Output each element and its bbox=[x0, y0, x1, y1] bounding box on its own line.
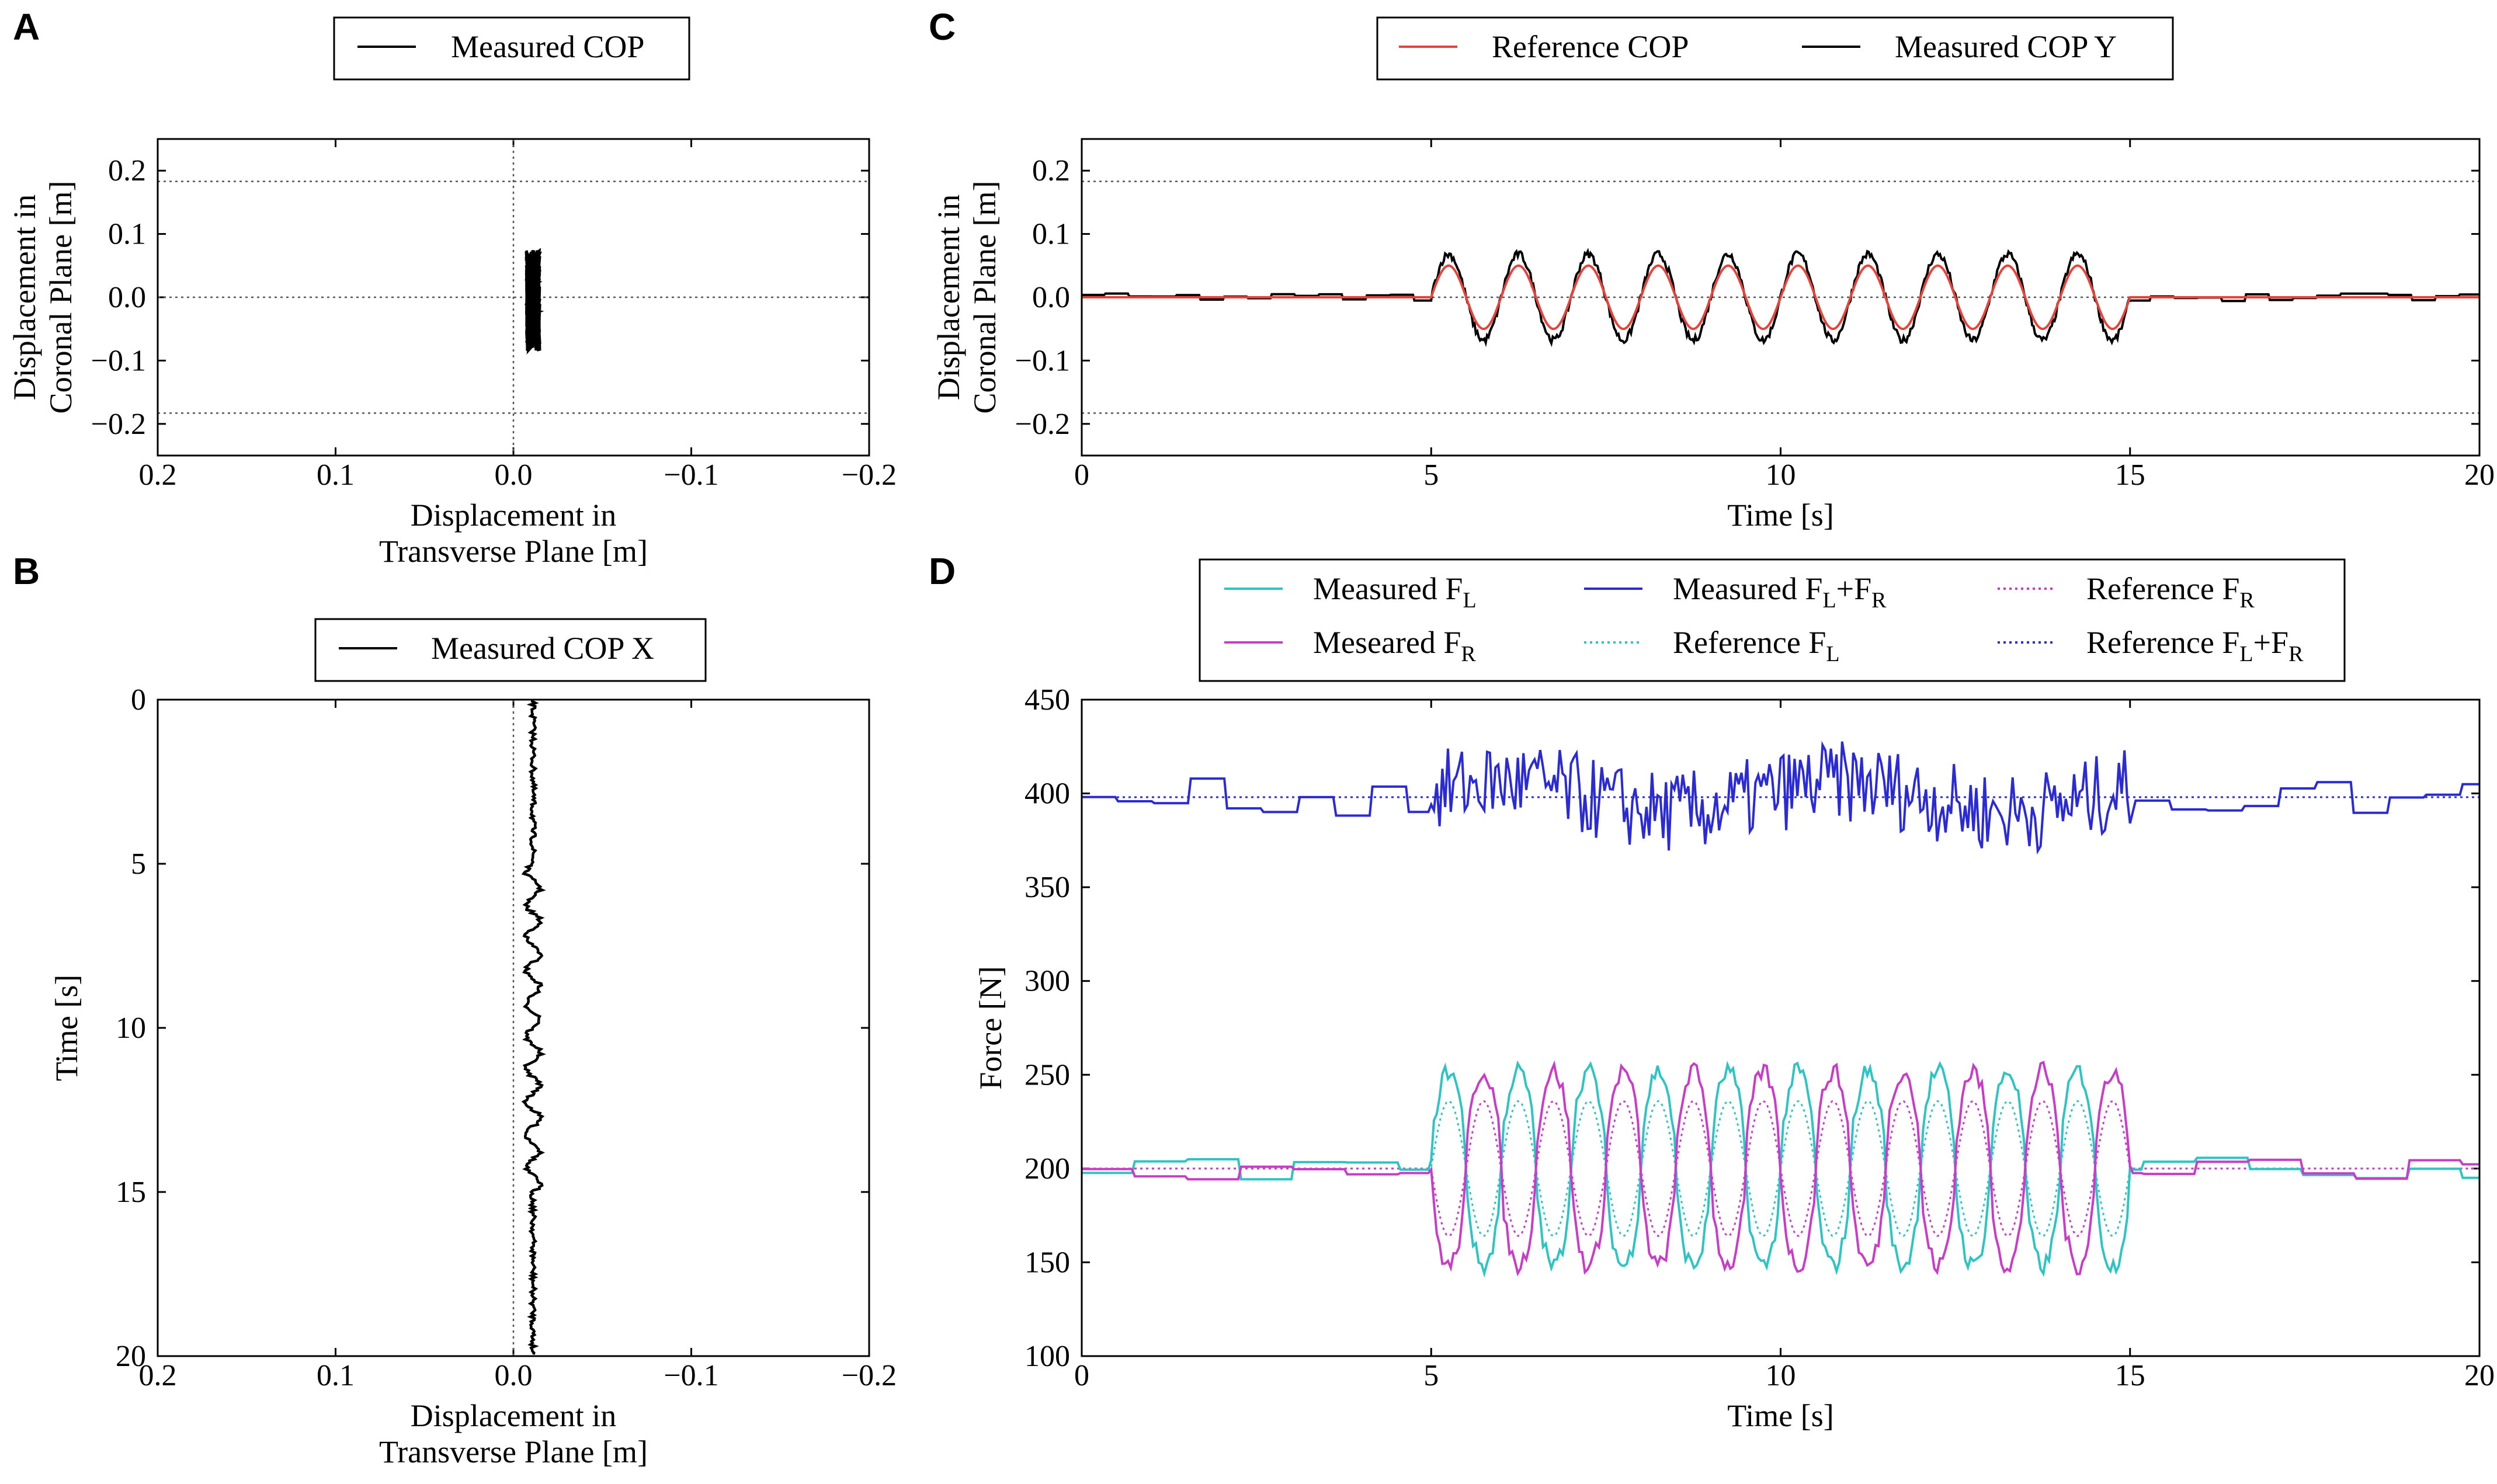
x-tick-label: −0.1 bbox=[664, 1359, 718, 1392]
panel-letter-a: A bbox=[13, 6, 40, 48]
y-tick-label: 350 bbox=[1025, 871, 1070, 904]
reference-cop-line bbox=[1082, 264, 2479, 331]
legend-label: Measured FL bbox=[1313, 571, 1477, 613]
y-axis-label: Time [s] bbox=[49, 975, 84, 1082]
x-tick-label: 0.0 bbox=[495, 1359, 533, 1392]
y-tick-label: 0.2 bbox=[1032, 154, 1070, 187]
y-tick-label: 150 bbox=[1025, 1246, 1070, 1279]
x-tick-label: 5 bbox=[1423, 458, 1439, 492]
legend-frame bbox=[333, 16, 690, 81]
y-axis-label: Coronal Plane [m] bbox=[967, 181, 1002, 414]
legend-label: Reference FL bbox=[1673, 625, 1840, 666]
x-tick-label: 0.1 bbox=[317, 1359, 355, 1392]
y-tick-label: 250 bbox=[1025, 1058, 1070, 1092]
x-tick-label: 15 bbox=[2115, 1359, 2145, 1392]
y-tick-label: 0.0 bbox=[1032, 281, 1070, 314]
plot-frame bbox=[157, 138, 870, 457]
x-axis-label: Time [s] bbox=[1727, 1398, 1834, 1433]
x-axis-label: Transverse Plane [m] bbox=[379, 534, 648, 569]
measured-fl-fr-line bbox=[1082, 741, 2479, 855]
legend-label: Meseared FR bbox=[1313, 625, 1476, 666]
y-tick-label: 450 bbox=[1025, 683, 1070, 717]
y-tick-label: 0.2 bbox=[108, 154, 146, 187]
legend-label: Measured COP X bbox=[431, 631, 654, 666]
legend-label: Measured FL+FR bbox=[1673, 571, 1887, 613]
measured-cop-x-trace bbox=[521, 699, 547, 1355]
measured-fr-line bbox=[1082, 1060, 2479, 1277]
x-tick-label: 10 bbox=[1766, 458, 1796, 492]
y-axis-label: Coronal Plane [m] bbox=[43, 181, 78, 414]
panel-c: C 0 5 10 15 20 0.2 0.1 0.0 −0.1 −0.2 Time [s] Displa… bbox=[929, 6, 2495, 533]
x-tick-label: −0.2 bbox=[842, 1359, 897, 1392]
y-axis-label: Displacement in bbox=[7, 194, 42, 400]
y-tick-label: 400 bbox=[1025, 777, 1070, 811]
legend-frame bbox=[1199, 558, 2346, 682]
y-tick-label: 10 bbox=[116, 1012, 146, 1045]
x-tick-label: 0 bbox=[1074, 458, 1089, 492]
panel-a: A 0.2 0.1 0.0 −0.1 −0.2 0.2 0.1 0.0 −0.1 −0.2 Displ… bbox=[7, 6, 897, 569]
y-tick-label: 0.1 bbox=[108, 218, 146, 251]
panel-b: B 0.2 0.1 0.0 −0.1 −0.2 0 5 10 15 20 Displacement i… bbox=[13, 550, 897, 1469]
y-tick-label: −0.1 bbox=[1015, 344, 1070, 377]
y-tick-label: 0.0 bbox=[108, 281, 146, 314]
panel-d: D 0 5 10 15 20 100 150 200 250 300 350 400 450 Time [s… bbox=[929, 550, 2495, 1433]
y-axis-label: Force [N] bbox=[973, 966, 1008, 1089]
x-tick-label: 0.2 bbox=[139, 458, 177, 492]
x-axis-label: Displacement in bbox=[411, 1398, 616, 1433]
legend-label: Reference FR bbox=[2086, 571, 2255, 613]
y-tick-label: 20 bbox=[116, 1340, 146, 1373]
x-axis-label: Transverse Plane [m] bbox=[379, 1434, 648, 1469]
y-tick-label: 100 bbox=[1025, 1340, 1070, 1373]
x-tick-label: 5 bbox=[1423, 1359, 1439, 1392]
panel-letter-d: D bbox=[929, 550, 956, 592]
x-tick-label: −0.1 bbox=[664, 458, 718, 492]
panel-letter-b: B bbox=[13, 550, 40, 592]
x-tick-label: 0.2 bbox=[139, 1359, 177, 1392]
x-tick-label: −0.2 bbox=[842, 458, 897, 492]
y-tick-label: 5 bbox=[131, 847, 146, 881]
y-tick-label: −0.2 bbox=[1015, 408, 1070, 441]
x-tick-label: 0 bbox=[1074, 1359, 1089, 1392]
legend-label: Measured COP bbox=[451, 29, 644, 64]
x-tick-label: 0.1 bbox=[317, 458, 355, 492]
x-tick-label: 10 bbox=[1766, 1359, 1796, 1392]
plot-frame bbox=[157, 698, 870, 1357]
y-tick-label: 0.1 bbox=[1032, 218, 1070, 251]
plot-frame bbox=[1081, 138, 2481, 457]
x-tick-label: 20 bbox=[2464, 1359, 2495, 1392]
legend-label: Measured COP Y bbox=[1895, 29, 2117, 64]
panel-letter-c: C bbox=[929, 6, 956, 48]
legend-frame bbox=[1376, 16, 2174, 81]
y-tick-label: −0.1 bbox=[91, 344, 146, 377]
x-axis-label: Displacement in bbox=[411, 498, 616, 533]
x-axis-label: Time [s] bbox=[1727, 498, 1834, 533]
legend-frame bbox=[314, 618, 707, 682]
y-tick-label: 15 bbox=[116, 1176, 146, 1209]
y-tick-label: 0 bbox=[131, 683, 146, 717]
y-tick-label: 200 bbox=[1025, 1152, 1070, 1186]
y-tick-label: 300 bbox=[1025, 965, 1070, 998]
plot-frame bbox=[1081, 698, 2481, 1357]
legend-label: Reference COP bbox=[1492, 29, 1689, 64]
y-tick-label: −0.2 bbox=[91, 408, 146, 441]
x-tick-label: 20 bbox=[2464, 458, 2495, 492]
x-tick-label: 0.0 bbox=[495, 458, 533, 492]
y-axis-label: Displacement in bbox=[931, 194, 966, 400]
x-tick-label: 15 bbox=[2115, 458, 2145, 492]
measured-cop-trace bbox=[524, 248, 544, 355]
legend-label: Reference FL+FR bbox=[2086, 625, 2304, 666]
